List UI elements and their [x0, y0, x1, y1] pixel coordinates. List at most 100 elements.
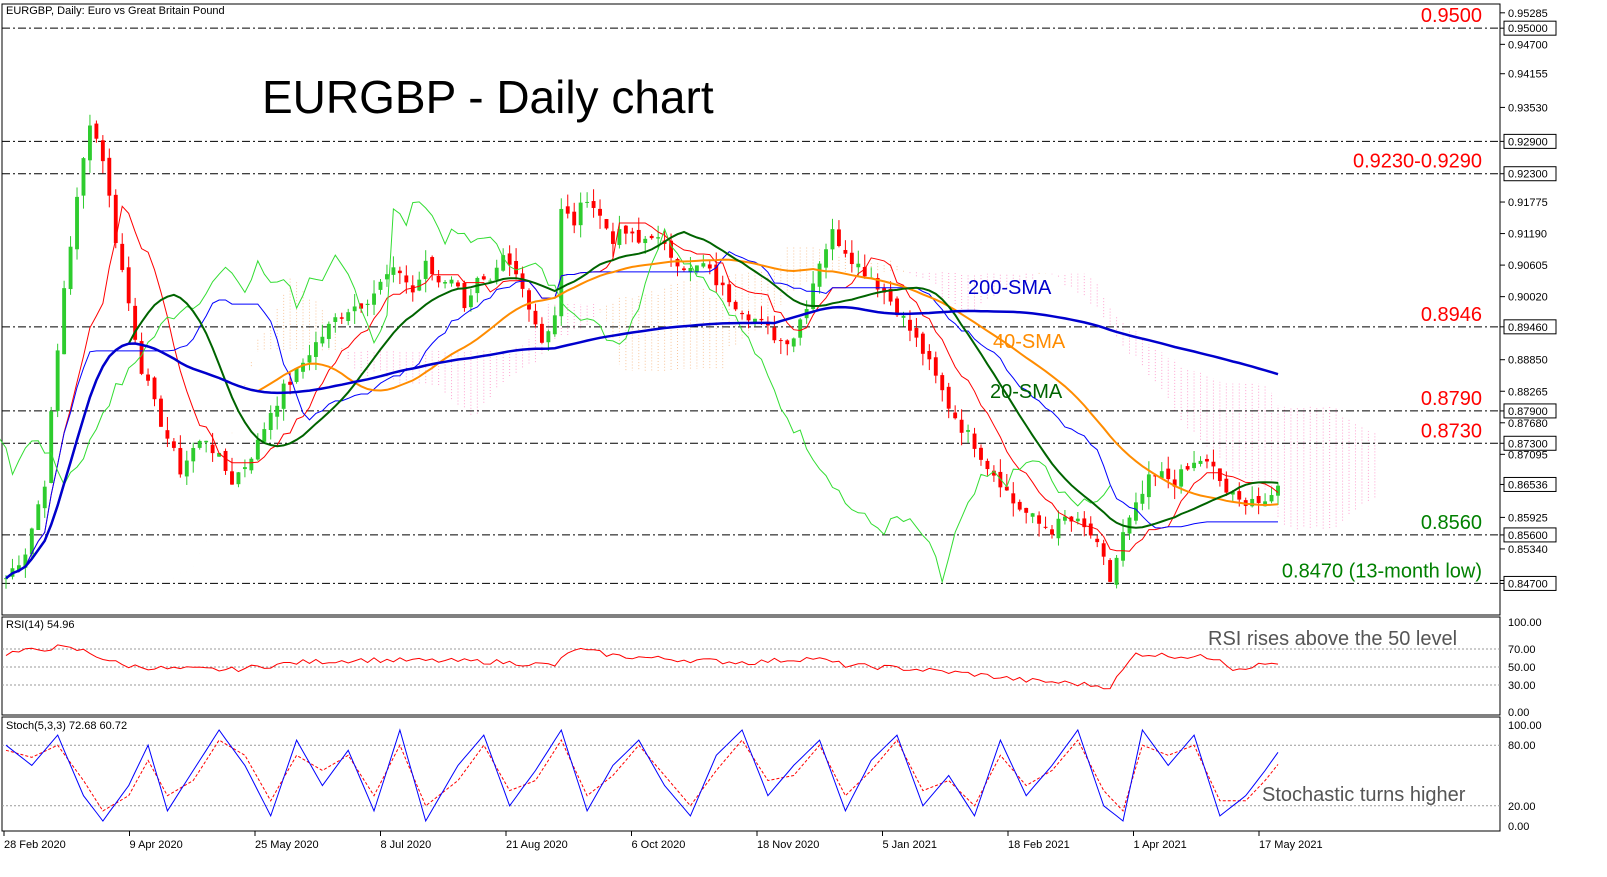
- candle-body: [36, 504, 41, 530]
- candle-body: [836, 229, 841, 247]
- time-tick-label: 6 Oct 2020: [632, 839, 686, 851]
- candle-body: [146, 374, 150, 381]
- candle-body: [288, 381, 293, 385]
- candle-body: [275, 405, 280, 417]
- candle-body: [682, 268, 686, 271]
- candle-body: [1121, 532, 1125, 561]
- price-tick-box: [1503, 575, 1557, 591]
- candle-body: [1043, 526, 1048, 528]
- candle-body: [100, 140, 105, 162]
- price-tick-label: 0.94700: [1508, 39, 1548, 51]
- candle-body: [210, 444, 215, 454]
- candle-body: [159, 398, 163, 427]
- candle-body: [1224, 478, 1229, 493]
- rsi-tick-label: 50.00: [1508, 662, 1536, 674]
- candle-body: [217, 452, 222, 457]
- rsi-tick-label: 30.00: [1508, 680, 1536, 692]
- candle-body: [1230, 492, 1235, 495]
- candle-body: [611, 231, 615, 244]
- candle-body: [456, 282, 460, 287]
- candle-body: [242, 467, 247, 470]
- candle-body: [798, 319, 803, 338]
- candle-body: [313, 342, 318, 357]
- candle-body: [346, 312, 351, 321]
- candle-body: [262, 429, 267, 442]
- price-tick-box: [1503, 166, 1557, 182]
- candle-body: [113, 194, 118, 244]
- candle-body: [772, 327, 777, 341]
- candlesticks: [4, 114, 1280, 589]
- candle-body: [139, 341, 144, 374]
- candle-body: [16, 565, 21, 571]
- candle-body: [236, 472, 241, 485]
- price-tick-label: 0.85925: [1508, 512, 1548, 524]
- price-tick-label: 0.91775: [1508, 197, 1548, 209]
- candle-body: [281, 383, 286, 409]
- candle-body: [946, 386, 951, 409]
- candle-body: [268, 412, 273, 430]
- candle-body: [843, 250, 848, 254]
- candle-body: [294, 368, 299, 382]
- candle-body: [462, 282, 467, 309]
- candle-body: [849, 252, 854, 265]
- price-tick-label: 0.87300: [1508, 438, 1548, 450]
- candle-body: [333, 317, 338, 322]
- price-axis: 0.95285 0.95000 0.94700 0.94155 0.93530 0.929…: [1500, 8, 1557, 591]
- candle-body: [565, 206, 570, 214]
- ichimoku-cloud: [231, 247, 1376, 530]
- price-tick-box: [1503, 403, 1557, 419]
- price-tick-label: 0.88265: [1508, 386, 1548, 398]
- candle-body: [572, 211, 577, 226]
- candle-body: [908, 319, 912, 331]
- candle-body: [727, 284, 732, 303]
- candle-body: [404, 275, 409, 283]
- candle-body: [669, 240, 673, 258]
- candle-body: [184, 460, 189, 477]
- chikou-line: [0, 201, 1111, 584]
- candle-body: [120, 243, 125, 270]
- stoch-tick-label: 80.00: [1508, 740, 1536, 752]
- candle-body: [468, 295, 473, 308]
- level-label: 0.8730: [1421, 420, 1482, 442]
- candle-body: [391, 267, 396, 275]
- candle-body: [29, 528, 34, 555]
- candle-body: [326, 323, 331, 339]
- candle-body: [875, 278, 880, 290]
- support-resistance-levels: 0.9500 0.9230-0.9290 0.8946 0.8790 0.8730 0.8…: [2, 5, 1500, 584]
- candle-body: [68, 246, 73, 290]
- candle-body: [1159, 471, 1164, 479]
- candle-body: [1082, 518, 1087, 528]
- price-tick-label: 0.86536: [1508, 479, 1548, 491]
- candle-body: [55, 350, 60, 412]
- time-tick-label: 1 Apr 2021: [1134, 839, 1187, 851]
- price-tick-label: 0.92900: [1508, 136, 1548, 148]
- candle-body: [527, 290, 531, 310]
- candle-body: [953, 412, 958, 419]
- stoch-annotation: Stochastic turns higher: [1262, 784, 1466, 806]
- candle-body: [1075, 518, 1080, 522]
- time-tick-label: 5 Jan 2021: [883, 839, 937, 851]
- rsi-annotation: RSI rises above the 50 level: [1208, 628, 1458, 650]
- candle-body: [4, 578, 8, 580]
- level-label: 0.8946: [1421, 304, 1482, 326]
- candle-body: [533, 310, 538, 325]
- candle-body: [539, 323, 544, 343]
- candle-body: [585, 201, 590, 203]
- price-tick-label: 0.87095: [1508, 449, 1548, 461]
- price-tick-label: 0.95000: [1508, 23, 1548, 35]
- candle-body: [23, 554, 28, 568]
- candle-body: [178, 448, 183, 475]
- candle-body: [1153, 475, 1158, 477]
- candle-body: [1172, 479, 1177, 487]
- stoch-header: Stoch(5,3,3) 72.68 60.72: [6, 720, 128, 732]
- time-tick-label: 18 Feb 2021: [1008, 839, 1070, 851]
- price-tick-box: [1503, 133, 1557, 149]
- candle-body: [817, 263, 822, 287]
- rsi-tick-label: 70.00: [1508, 644, 1536, 656]
- candle-body: [126, 267, 131, 304]
- candle-body: [320, 336, 325, 344]
- stoch-tick-label: 100.00: [1508, 720, 1542, 732]
- candle-body: [507, 253, 512, 265]
- candle-body: [410, 285, 415, 293]
- candle-body: [546, 331, 551, 343]
